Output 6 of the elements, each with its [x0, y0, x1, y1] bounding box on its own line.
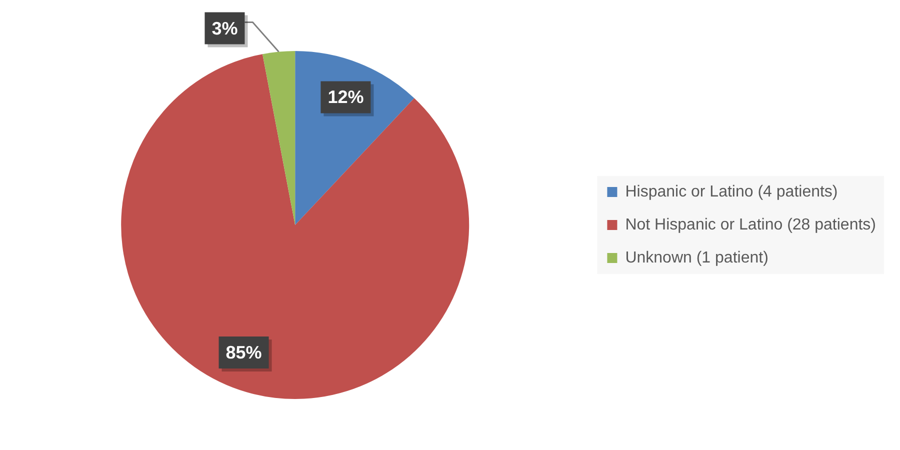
data-label: 3%: [212, 18, 238, 38]
legend-label: Not Hispanic or Latino (28 patients): [625, 216, 876, 234]
data-label: 85%: [226, 342, 262, 362]
legend-label: Unknown (1 patient): [625, 249, 768, 266]
data-label: 12%: [328, 87, 364, 108]
legend-label: Hispanic or Latino (4 patients): [625, 183, 838, 200]
